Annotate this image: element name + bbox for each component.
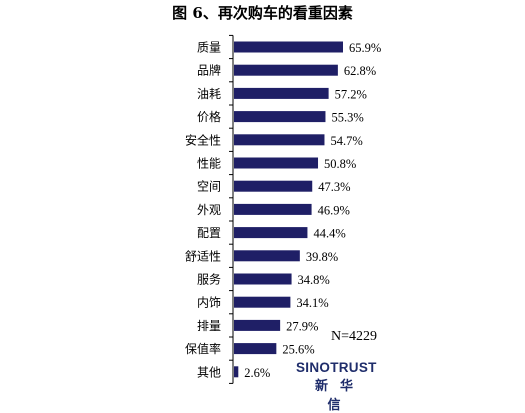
category-label: 品牌 <box>197 64 221 78</box>
bar <box>234 64 338 76</box>
y-axis-ticks <box>229 34 233 384</box>
bar <box>234 250 300 262</box>
bar <box>234 134 325 146</box>
bar <box>234 273 292 285</box>
value-label: 65.9% <box>349 41 381 55</box>
value-label: 39.8% <box>306 250 338 264</box>
category-label: 舒适性 <box>185 249 221 263</box>
bar <box>234 296 291 308</box>
value-label: 34.1% <box>296 296 328 310</box>
category-label: 质量 <box>197 41 221 55</box>
bar <box>234 227 308 239</box>
value-label: 47.3% <box>318 180 350 194</box>
chart-title: 图 6、再次购车的看重因素 <box>172 4 353 22</box>
value-label: 34.8% <box>298 273 330 287</box>
bar <box>234 41 343 53</box>
category-label: 价格 <box>197 109 221 124</box>
value-label: 2.6% <box>244 366 270 380</box>
category-label: 其他 <box>197 365 221 379</box>
sample-size-label: N=4229 <box>331 329 378 344</box>
category-label: 保值率 <box>185 341 221 356</box>
value-label: 46.9% <box>318 203 350 217</box>
bar <box>234 343 277 355</box>
bar <box>234 87 329 99</box>
bar <box>234 366 239 378</box>
category-label: 内饰 <box>197 296 221 310</box>
category-label: 外观 <box>197 203 221 217</box>
category-label: 排量 <box>197 319 221 333</box>
value-label: 54.7% <box>330 134 362 148</box>
category-label: 空间 <box>197 180 221 194</box>
bar <box>234 157 319 169</box>
category-label: 油耗 <box>197 87 221 101</box>
sinotrust-logo: SINOTRUST 新华信 <box>296 360 376 413</box>
category-label: 性能 <box>197 157 221 171</box>
logo-text-en: SINOTRUST <box>296 360 377 375</box>
category-label: 配置 <box>197 226 221 240</box>
bars-group <box>234 41 343 378</box>
bar <box>234 180 313 192</box>
category-label: 服务 <box>197 272 221 287</box>
value-label: 55.3% <box>331 111 363 125</box>
value-label: 25.6% <box>282 343 314 357</box>
value-label: 62.8% <box>344 64 376 78</box>
logo-text-cn: 新华信 <box>314 379 365 413</box>
bar <box>234 319 281 331</box>
value-label: 50.8% <box>324 157 356 171</box>
value-label: 27.9% <box>286 319 318 333</box>
value-label: 57.2% <box>335 87 367 101</box>
bar <box>234 111 326 123</box>
value-labels-group: 65.9% 62.8% 57.2% 55.3% 54.7% 50.8% 47.3% 46.9%… <box>244 41 381 380</box>
bar <box>234 203 312 215</box>
category-label: 安全性 <box>185 132 221 147</box>
value-label: 44.4% <box>313 227 345 241</box>
